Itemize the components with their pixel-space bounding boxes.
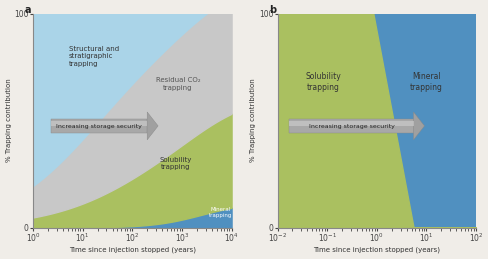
X-axis label: Time since injection stopped (years): Time since injection stopped (years)	[313, 247, 439, 254]
Polygon shape	[51, 121, 147, 126]
Polygon shape	[413, 112, 424, 140]
Text: Solubility
trapping: Solubility trapping	[160, 157, 192, 170]
Text: Mineral
trapping: Mineral trapping	[208, 207, 232, 218]
Text: Increasing storage security: Increasing storage security	[308, 124, 394, 129]
Y-axis label: % Trapping contribution: % Trapping contribution	[249, 79, 256, 162]
Polygon shape	[147, 112, 158, 140]
Text: b: b	[269, 5, 276, 15]
X-axis label: Time since injection stopped (years): Time since injection stopped (years)	[69, 247, 195, 254]
Text: Mineral
trapping: Mineral trapping	[409, 72, 442, 92]
Text: Solubility
trapping: Solubility trapping	[305, 72, 341, 92]
Polygon shape	[289, 121, 413, 126]
Polygon shape	[51, 119, 147, 133]
Text: Residual CO₂
trapping: Residual CO₂ trapping	[155, 77, 200, 91]
Polygon shape	[289, 119, 413, 133]
Text: Structural and
stratigraphic
trapping: Structural and stratigraphic trapping	[69, 46, 119, 67]
Text: Increasing storage security: Increasing storage security	[56, 124, 142, 129]
Text: a: a	[25, 5, 32, 15]
Y-axis label: % Trapping contribution: % Trapping contribution	[5, 79, 12, 162]
